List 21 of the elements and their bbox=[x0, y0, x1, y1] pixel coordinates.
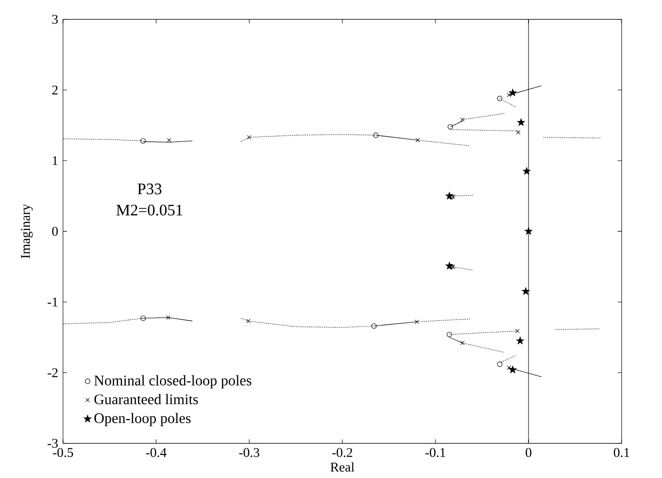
x-tick-label: 0 bbox=[526, 448, 532, 458]
annotation: P33 bbox=[138, 184, 162, 194]
x-tick-label: -0.1 bbox=[425, 448, 446, 458]
annotation: M2=0.051 bbox=[116, 204, 182, 216]
x-tick-label: -0.4 bbox=[146, 448, 166, 458]
legend-label: Nominal closed-loop poles bbox=[94, 375, 252, 388]
y-tick-label: 0 bbox=[52, 226, 58, 236]
x-tick-label: 0.1 bbox=[614, 448, 630, 458]
x-tick-label: -0.5 bbox=[52, 448, 74, 458]
y-tick-label: -3 bbox=[48, 438, 58, 448]
y-tick-label: 2 bbox=[52, 86, 58, 94]
y-tick-label: 3 bbox=[52, 14, 58, 24]
legend-label: Open-loop poles bbox=[94, 412, 191, 426]
y-tick-label: -1 bbox=[48, 298, 58, 306]
legend-label: Guaranteed limits bbox=[94, 394, 198, 404]
x-axis-title: Real bbox=[330, 462, 354, 472]
y-axis-title: Imaginary bbox=[21, 204, 33, 258]
x-tick-label: -0.2 bbox=[332, 448, 352, 458]
y-tick-label: 1 bbox=[52, 156, 58, 166]
y-tick-label: -2 bbox=[48, 368, 58, 378]
x-tick-label: -0.3 bbox=[239, 448, 260, 458]
